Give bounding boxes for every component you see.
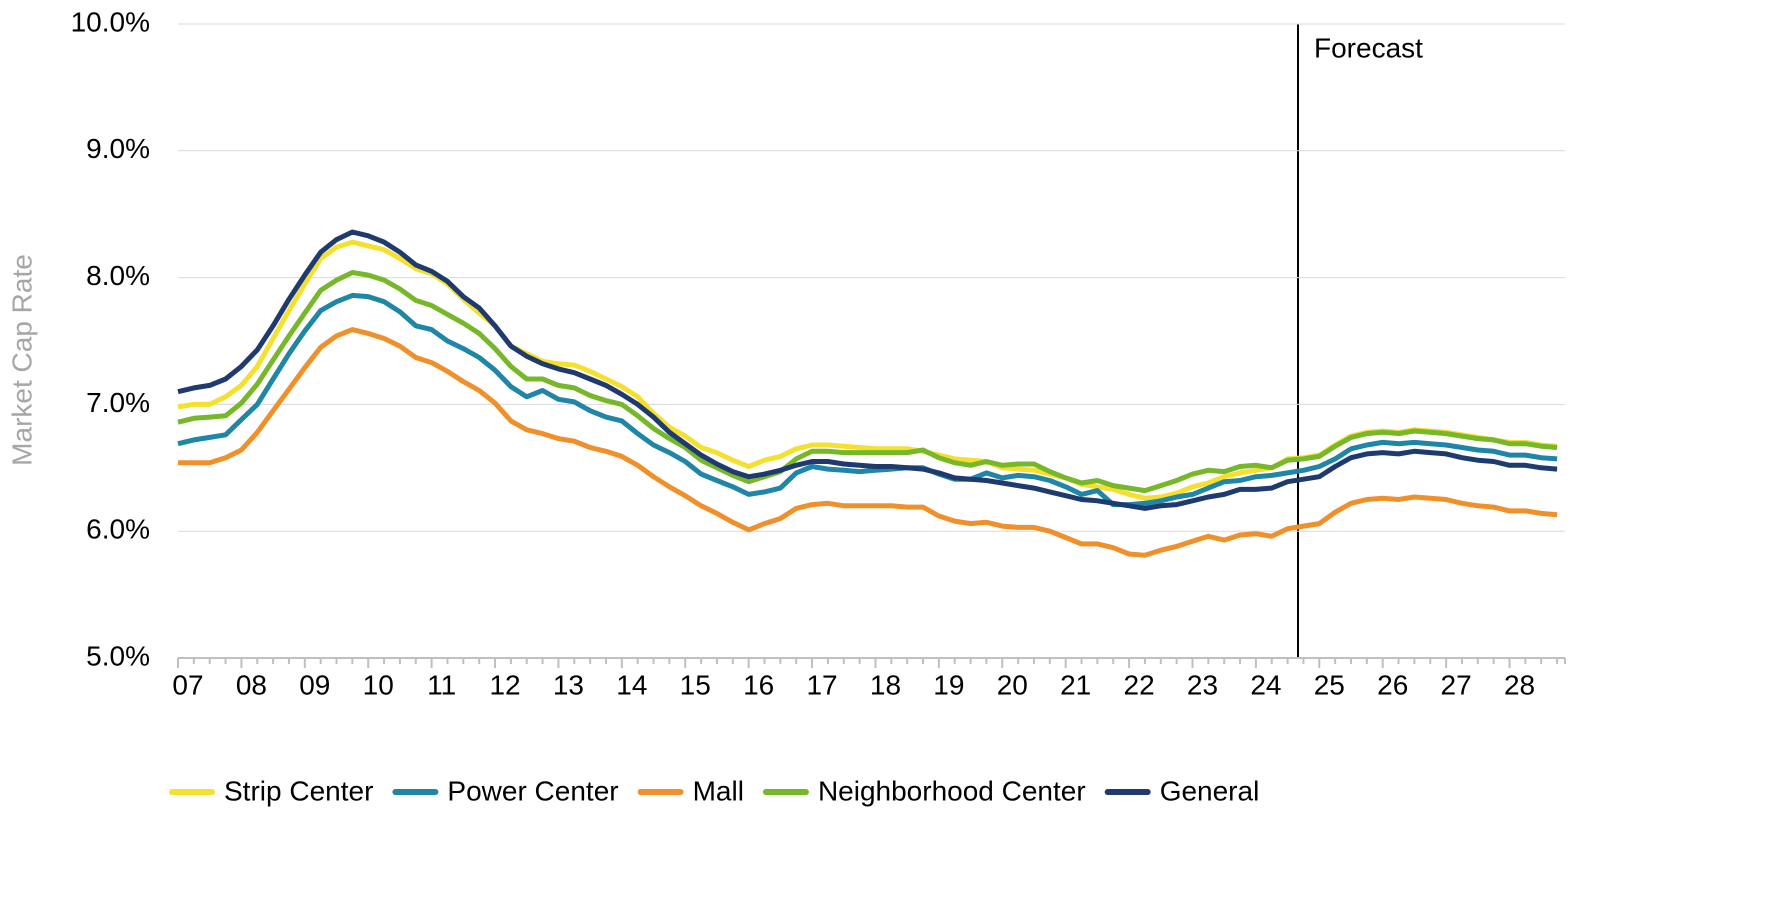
legend-label: Mall: [693, 775, 744, 806]
legend-label: Strip Center: [224, 775, 373, 806]
x-tick-label: 16: [743, 669, 774, 700]
x-tick-label: 24: [1250, 669, 1281, 700]
x-tick-label: 09: [299, 669, 330, 700]
x-tick-label: 08: [236, 669, 267, 700]
x-tick-label: 18: [870, 669, 901, 700]
x-tick-label: 21: [1060, 669, 1091, 700]
series-line: [177, 270, 1558, 494]
x-tick-label: 26: [1377, 669, 1408, 700]
forecast-annotation: Forecast: [1314, 32, 1423, 63]
y-tick-label: 8.0%: [86, 260, 150, 291]
x-tick-label: 28: [1504, 669, 1535, 700]
y-tick-label: 5.0%: [86, 640, 150, 671]
x-tick-label: 12: [489, 669, 520, 700]
series-line: [177, 229, 1558, 511]
x-tick-label: 11: [427, 669, 456, 700]
x-tick-label: 19: [933, 669, 964, 700]
y-axis-label: Market Cap Rate: [6, 254, 37, 466]
legend-label: General: [1160, 775, 1260, 806]
legend-label: Power Center: [447, 775, 618, 806]
x-tick-label: 20: [997, 669, 1028, 700]
x-tick-label: 13: [553, 669, 584, 700]
x-tick-label: 07: [172, 669, 203, 700]
legend-label: Neighborhood Center: [818, 775, 1086, 806]
x-tick-label: 22: [1124, 669, 1155, 700]
x-tick-label: 25: [1314, 669, 1345, 700]
x-tick-label: 27: [1441, 669, 1472, 700]
x-tick-label: 14: [616, 669, 647, 700]
series-line: [178, 327, 1558, 558]
x-tick-label: 15: [680, 669, 711, 700]
x-tick-label: 23: [1187, 669, 1218, 700]
y-tick-label: 9.0%: [86, 133, 150, 164]
series-line: [177, 292, 1558, 508]
x-tick-label: 10: [363, 669, 394, 700]
y-tick-label: 10.0%: [71, 6, 150, 37]
x-tick-label: 17: [806, 669, 837, 700]
y-tick-label: 6.0%: [86, 514, 150, 545]
y-tick-label: 7.0%: [86, 387, 150, 418]
